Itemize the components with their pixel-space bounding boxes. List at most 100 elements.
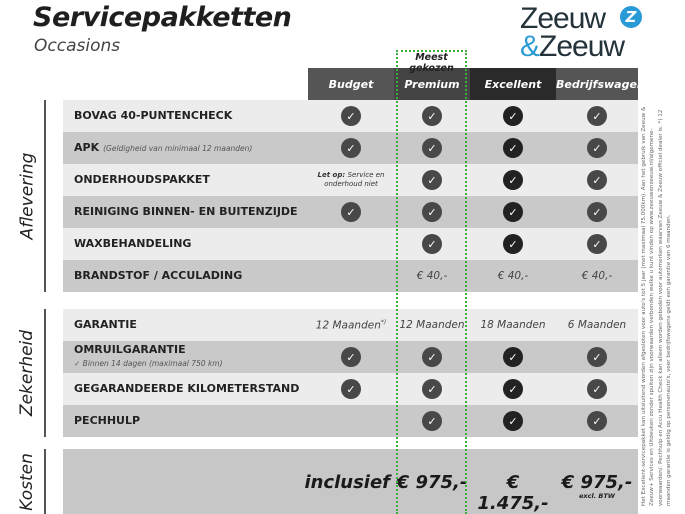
table-row: BRANDSTOF / ACCULADING € 40,- € 40,- € 40,- xyxy=(63,260,638,292)
check-icon: ✓ xyxy=(422,347,442,367)
check-icon: ✓ xyxy=(422,170,442,190)
check-icon: ✓ xyxy=(422,202,442,222)
cell-premium: ✓ xyxy=(394,100,470,132)
cell-text: 18 Maanden xyxy=(480,319,546,331)
column-header-premium: Premium xyxy=(394,68,470,101)
check-icon: ✓ xyxy=(503,170,523,190)
row-subnote: ✓ Binnen 14 dagen (maximaal 750 km) xyxy=(74,359,223,368)
cell-excellent: ✓ xyxy=(470,341,556,373)
check-icon: ✓ xyxy=(341,138,361,158)
cell-bedrijfswagens: ✓ xyxy=(556,228,638,260)
page-subtitle: Occasions xyxy=(34,36,121,56)
cell-excellent: ✓ xyxy=(470,405,556,437)
check-icon: ✓ xyxy=(422,234,442,254)
cell-bedrijfswagens: 6 Maanden xyxy=(556,309,638,341)
check-icon: ✓ xyxy=(503,411,523,431)
check-icon: ✓ xyxy=(422,379,442,399)
section-label-zekerheid: Zekerheid xyxy=(17,329,37,417)
cost-row xyxy=(63,449,638,514)
row-label: ONDERHOUDSPAKKET xyxy=(74,173,210,186)
cell-excellent: ✓ xyxy=(470,100,556,132)
cell-premium: € 40,- xyxy=(394,260,470,292)
table-row: REINIGING BINNEN- EN BUITENZIJDE ✓ ✓ ✓ ✓ xyxy=(63,196,638,228)
table-row: OMRUILGARANTIE ✓ Binnen 14 dagen (maximaa… xyxy=(63,341,638,373)
cell-budget: ✓ xyxy=(308,373,394,405)
check-icon: ✓ xyxy=(422,138,442,158)
table-row: GEGARANDEERDE KILOMETERSTAND ✓ ✓ ✓ ✓ xyxy=(63,373,638,405)
cell-bedrijfswagens: ✓ xyxy=(556,373,638,405)
cell-text: € 40,- xyxy=(497,270,529,282)
cell-premium: ✓ xyxy=(394,196,470,228)
check-icon: ✓ xyxy=(587,106,607,126)
column-header-bedrijfswagens: Bedrijfswagens xyxy=(556,68,651,101)
page-title: Servicepakketten xyxy=(33,2,292,33)
row-label: GARANTIE xyxy=(74,318,137,331)
check-icon: ✓ xyxy=(503,347,523,367)
table-row: ONDERHOUDSPAKKET Let op: Service en onder… xyxy=(63,164,638,196)
row-label: BRANDSTOF / ACCULADING xyxy=(74,269,243,282)
check-icon: ✓ xyxy=(341,379,361,399)
check-icon: ✓ xyxy=(341,347,361,367)
cell-excellent: ✓ xyxy=(470,228,556,260)
cell-excellent: ✓ xyxy=(470,196,556,228)
row-label: REINIGING BINNEN- EN BUITENZIJDE xyxy=(74,205,298,218)
check-icon: ✓ xyxy=(503,202,523,222)
cell-bedrijfswagens: ✓ xyxy=(556,196,638,228)
cell-premium: ✓ xyxy=(394,341,470,373)
check-icon: ✓ xyxy=(587,379,607,399)
most-chosen-label: Meest gekozen xyxy=(409,52,454,74)
cell-text: 12 Maanden xyxy=(399,319,465,331)
section-label-kosten: Kosten xyxy=(17,452,38,511)
check-icon: ✓ xyxy=(503,234,523,254)
price-note: excl. BTW xyxy=(579,492,615,500)
cell-premium: 12 Maanden xyxy=(394,309,470,341)
cell-budget: ✓ xyxy=(308,100,394,132)
cell-premium: ✓ xyxy=(394,132,470,164)
cell-budget: ✓ xyxy=(308,132,394,164)
table-row: APK (Geldigheid van minimaal 12 maanden) ✓… xyxy=(63,132,638,164)
cell-budget: Let op: Service en onderhoud niet xyxy=(308,164,394,196)
cell-excellent: ✓ xyxy=(470,373,556,405)
check-icon: ✓ xyxy=(587,138,607,158)
cell-budget xyxy=(308,260,394,292)
cell-premium: ✓ xyxy=(394,228,470,260)
table-row: PECHHULP ✓ ✓ ✓ xyxy=(63,405,638,437)
cell-budget: ✓ xyxy=(308,341,394,373)
cell-excellent: ✓ xyxy=(470,132,556,164)
cell-text: 12 Maanden*) xyxy=(315,318,387,332)
cell-budget xyxy=(308,228,394,260)
check-icon: ✓ xyxy=(422,411,442,431)
cell-text: € 40,- xyxy=(416,270,448,282)
cell-note: Let op: Service en onderhoud niet xyxy=(317,171,385,188)
cell-excellent: 18 Maanden xyxy=(470,309,556,341)
price-premium: € 975,- xyxy=(396,472,468,493)
cell-text: 6 Maanden xyxy=(567,319,627,331)
cell-budget: ✓ xyxy=(308,196,394,228)
cell-budget xyxy=(308,405,394,437)
logo-z-icon: Z xyxy=(620,6,642,28)
cell-excellent: ✓ xyxy=(470,164,556,196)
cell-budget: 12 Maanden*) xyxy=(308,309,394,341)
section-divider xyxy=(44,100,46,292)
cell-premium: ✓ xyxy=(394,164,470,196)
row-label: PECHHULP xyxy=(74,414,141,427)
row-label: BOVAG 40-PUNTENCHECK xyxy=(74,109,233,122)
cell-text: € 40,- xyxy=(581,270,613,282)
row-label: GEGARANDEERDE KILOMETERSTAND xyxy=(74,382,300,395)
check-icon: ✓ xyxy=(503,106,523,126)
check-icon: ✓ xyxy=(587,202,607,222)
column-header-budget: Budget xyxy=(308,68,394,101)
check-icon: ✓ xyxy=(587,234,607,254)
cell-premium: ✓ xyxy=(394,405,470,437)
check-icon: ✓ xyxy=(587,170,607,190)
cell-bedrijfswagens: ✓ xyxy=(556,100,638,132)
check-icon: ✓ xyxy=(503,138,523,158)
table-row: GARANTIE 12 Maanden*) 12 Maanden 18 Maanden… xyxy=(63,309,638,341)
cell-premium: ✓ xyxy=(394,373,470,405)
cell-bedrijfswagens: ✓ xyxy=(556,405,638,437)
cell-bedrijfswagens: € 40,- xyxy=(556,260,638,292)
footnote: Het Excellent-servicepakket kan uitsluit… xyxy=(641,106,672,506)
column-header-excellent: Excellent xyxy=(470,68,556,101)
cell-bedrijfswagens: ✓ xyxy=(556,164,638,196)
table-row: BOVAG 40-PUNTENCHECK ✓ ✓ ✓ ✓ xyxy=(63,100,638,132)
